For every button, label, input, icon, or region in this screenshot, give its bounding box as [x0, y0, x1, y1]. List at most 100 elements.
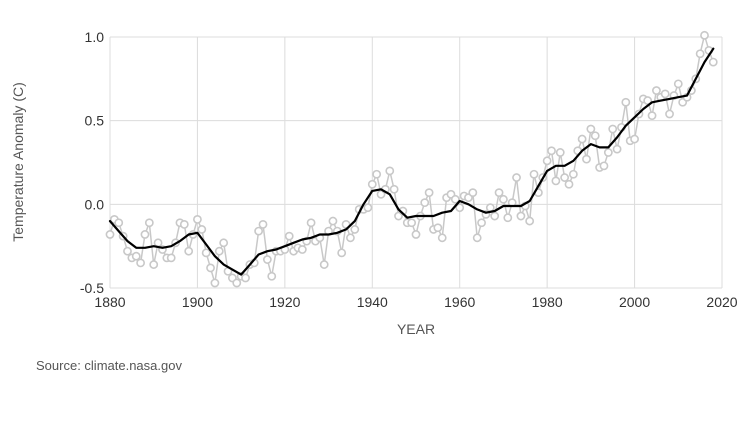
x-tick-label: 1900 [182, 294, 213, 310]
x-tick-label: 2000 [619, 294, 650, 310]
annual-mean-point [603, 148, 613, 157]
chart-grid [109, 36, 723, 289]
y-axis-title: Temperature Anomaly (C) [10, 82, 26, 242]
annual-mean-point [328, 216, 338, 226]
annual-mean-point [214, 246, 224, 256]
annual-mean-point [206, 263, 215, 273]
annual-mean-point [551, 176, 561, 186]
x-tick-label: 1920 [269, 294, 300, 310]
annual-mean-point [284, 231, 294, 241]
annual-mean-point [350, 225, 360, 234]
annual-mean-point [123, 246, 132, 256]
x-tick-label: 1960 [444, 294, 475, 310]
annual-mean-point [590, 131, 600, 141]
x-axis-title: YEAR [397, 321, 435, 337]
annual-mean-point [647, 111, 657, 121]
annual-mean-point [346, 233, 355, 243]
annual-mean-point [485, 203, 495, 213]
annual-mean-point [708, 57, 718, 67]
annual-mean-point [555, 148, 565, 157]
smoothed-series [108, 47, 715, 276]
annual-mean-point [140, 230, 150, 239]
annual-mean-point [197, 225, 207, 234]
annual-mean-point [337, 248, 347, 258]
y-tick-label: 1.0 [85, 29, 105, 45]
annual-mean-point [477, 218, 486, 228]
annual-mean-point [564, 179, 574, 189]
annual-mean-point [490, 211, 500, 221]
annual-mean-point [219, 238, 229, 248]
annual-mean-point [407, 218, 417, 228]
annual-mean-point [131, 251, 141, 261]
annual-mean-point [411, 230, 421, 239]
y-axis-ticks: 1.0 0.5 0.0 -0.5 [80, 29, 104, 296]
x-tick-label: 1940 [357, 294, 388, 310]
annual-mean-point [643, 96, 653, 105]
annual-mean-point [210, 278, 220, 288]
annual-mean-point [665, 109, 674, 119]
annual-mean-point [512, 173, 521, 182]
annual-mean-series [105, 30, 718, 288]
annual-mean-point [433, 223, 443, 233]
annual-mean-line [109, 32, 715, 285]
annual-mean-point [673, 79, 683, 89]
annual-mean-point [114, 218, 124, 228]
annual-mean-point [450, 194, 460, 204]
annual-mean-point [612, 144, 622, 154]
annual-mean-point [149, 260, 159, 269]
annual-mean-point [455, 203, 465, 213]
annual-mean-point [630, 134, 639, 144]
annual-mean-point [560, 173, 570, 182]
annual-mean-point [153, 238, 163, 248]
y-tick-label: -0.5 [80, 280, 104, 296]
annual-mean-point [494, 188, 504, 198]
annual-mean-point [652, 86, 661, 95]
smoothed-line [108, 47, 715, 276]
x-tick-label: 1980 [532, 294, 563, 310]
annual-mean-point [499, 194, 508, 204]
annual-mean-point [241, 273, 250, 283]
annual-mean-point [468, 188, 478, 198]
annual-mean-point [297, 245, 307, 254]
annual-mean-point [472, 233, 482, 243]
annual-mean-point [136, 258, 145, 268]
annual-mean-point [437, 233, 447, 243]
annual-mean-point [568, 169, 578, 179]
annual-mean-point [525, 216, 535, 226]
annual-mean-point [201, 248, 211, 258]
annual-mean-point [254, 226, 264, 236]
annual-mean-point [367, 179, 377, 189]
annual-mean-point [503, 213, 513, 223]
annual-mean-point [582, 154, 591, 164]
annual-mean-point [363, 203, 373, 213]
annual-mean-point [424, 188, 434, 198]
annual-mean-point [306, 218, 316, 228]
annual-mean-point [599, 161, 609, 171]
annual-mean-point [700, 30, 709, 40]
x-tick-label: 2020 [706, 294, 737, 310]
annual-mean-point [262, 255, 272, 264]
annual-mean-point [529, 169, 539, 179]
annual-mean-point [184, 246, 194, 256]
annual-mean-point [166, 253, 176, 263]
annual-mean-point [586, 124, 596, 134]
source-caption: Source: climate.nasa.gov [36, 358, 182, 373]
x-axis-ticks: 1880 1900 1920 1940 1960 1980 2000 2020 [94, 294, 737, 310]
annual-mean-point [179, 220, 189, 229]
annual-mean-point [372, 169, 382, 179]
annual-mean-point [516, 211, 526, 221]
annual-mean-point [542, 156, 552, 166]
annual-mean-point [193, 214, 202, 224]
annual-mean-point [420, 198, 430, 208]
annual-mean-point [389, 184, 399, 194]
annual-mean-point [258, 220, 268, 229]
x-tick-label: 1880 [94, 294, 125, 310]
annual-mean-point [577, 134, 587, 144]
annual-mean-point [267, 271, 277, 281]
y-tick-label: 0.0 [85, 196, 105, 212]
annual-mean-point [385, 166, 395, 176]
annual-mean-point [319, 260, 329, 269]
annual-mean-point [547, 146, 556, 156]
annual-mean-point [232, 278, 242, 288]
annual-mean-point [608, 124, 618, 134]
